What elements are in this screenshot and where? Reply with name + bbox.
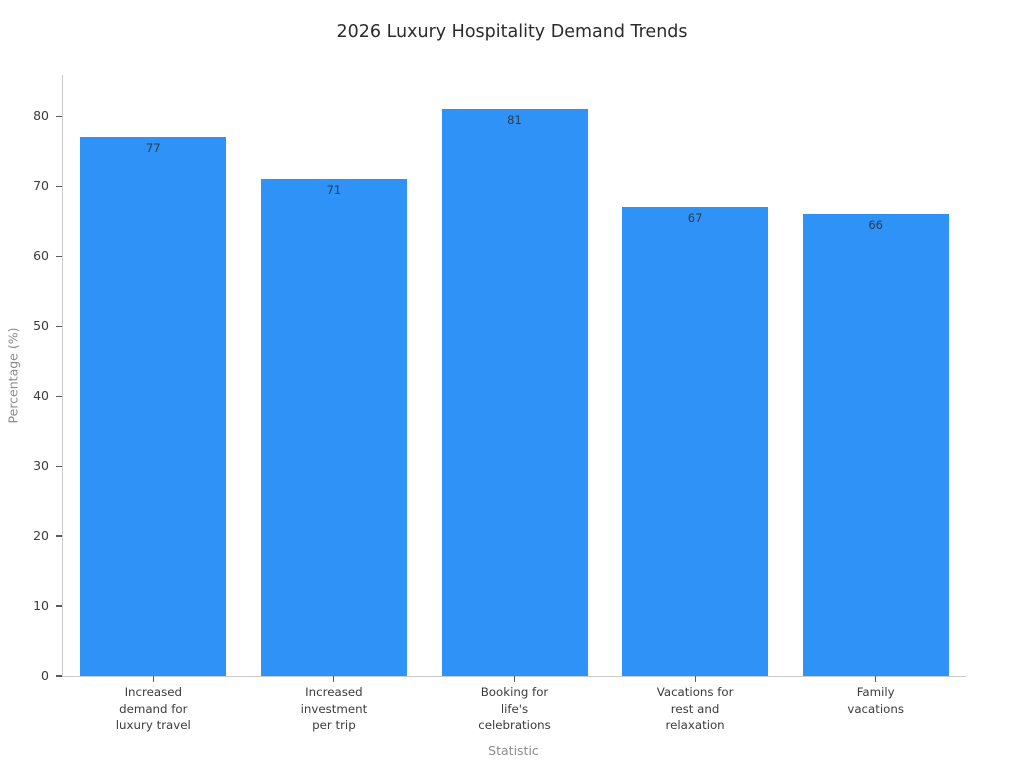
y-tick-label: 30 [33,458,49,474]
x-tick-label: Increased demand for luxury travel [115,685,191,732]
x-tick-label: Vacations for rest and relaxation [656,685,734,732]
x-tick-mark [333,676,335,682]
y-tick-mark [56,395,62,397]
bar-value-label: 66 [868,218,883,233]
y-tick-label: 60 [33,248,49,264]
y-tick-mark [56,465,62,467]
chart-title: 2026 Luxury Hospitality Demand Trends [336,22,688,42]
y-tick-mark [56,535,62,537]
x-tick-mark [152,676,154,682]
y-tick-mark [56,675,62,677]
y-tick-mark [56,605,62,607]
x-tick-label: Booking for life's celebrations [478,685,551,732]
y-tick-label: 40 [33,388,49,404]
y-axis-label: Percentage (%) [5,327,21,424]
x-tick-label: Increased investment per trip [300,685,368,732]
bar-value-label: 77 [145,141,161,156]
x-tick-mark [875,676,877,682]
bar: 71 [260,179,407,676]
bar: 67 [622,207,769,676]
bar: 81 [441,109,588,676]
bar-value-label: 71 [326,183,342,198]
x-axis-label: Statistic [488,743,539,758]
y-tick-label: 70 [33,178,49,194]
plot-area: 0 10 20 30 40 50 60 70 80 77 Increased demand for … [33,75,966,732]
y-tick-mark [56,115,62,117]
x-tick-label: Family vacations [847,685,905,716]
bar: 77 [80,137,227,676]
y-tick-label: 10 [33,598,49,614]
y-tick-mark [56,325,62,327]
y-tick-label: 20 [33,528,49,544]
y-tick-label: 80 [33,108,49,124]
bar-value-label: 81 [507,113,522,128]
bar-value-label: 67 [687,211,703,226]
x-tick-mark [513,676,516,682]
y-tick-label: 0 [41,668,49,683]
y-tick-mark [56,185,62,187]
x-tick-mark [694,676,696,682]
y-tick-label: 50 [33,318,49,334]
bar: 66 [802,214,949,676]
y-tick-mark [56,255,62,257]
